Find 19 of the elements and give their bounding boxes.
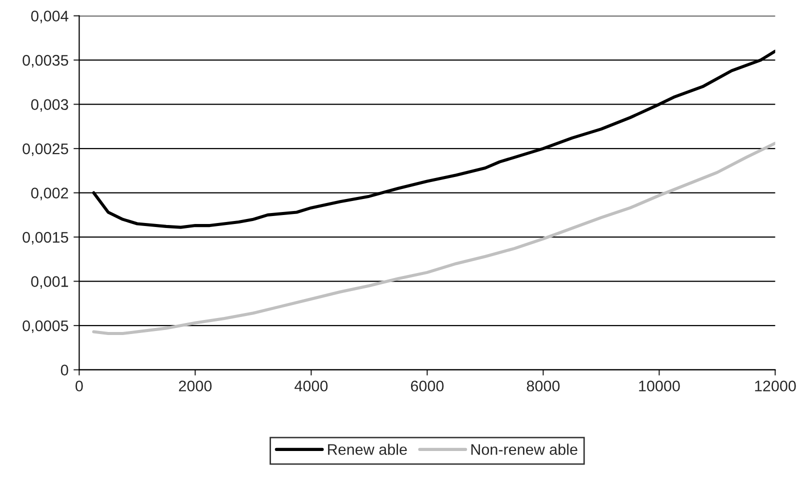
y-tick-label: 0 <box>60 364 68 376</box>
x-tick-label: 6000 <box>410 380 444 392</box>
y-tick-label: 0,003 <box>31 99 68 112</box>
y-tick-label: 0,0035 <box>22 54 68 68</box>
y-tick-label: 0,0025 <box>22 143 68 156</box>
line-series <box>92 142 776 336</box>
x-tick-label: 12000 <box>755 380 796 392</box>
x-tick-label: 4000 <box>294 380 328 392</box>
y-tick-label: 0,0015 <box>22 232 68 245</box>
y-tick-label: 0,002 <box>31 188 68 200</box>
legend-label: Renew able <box>328 444 407 455</box>
y-tick-label: 0,0005 <box>22 320 68 334</box>
y-tick-label: 0,001 <box>31 276 68 289</box>
x-tick-label: 0 <box>76 380 83 392</box>
legend-label: Non-renew able <box>471 444 578 455</box>
x-tick-label: 10000 <box>639 380 680 392</box>
y-tick-label: 0,004 <box>31 10 68 24</box>
x-tick-label: 8000 <box>526 380 560 392</box>
x-tick-label: 2000 <box>178 380 212 392</box>
